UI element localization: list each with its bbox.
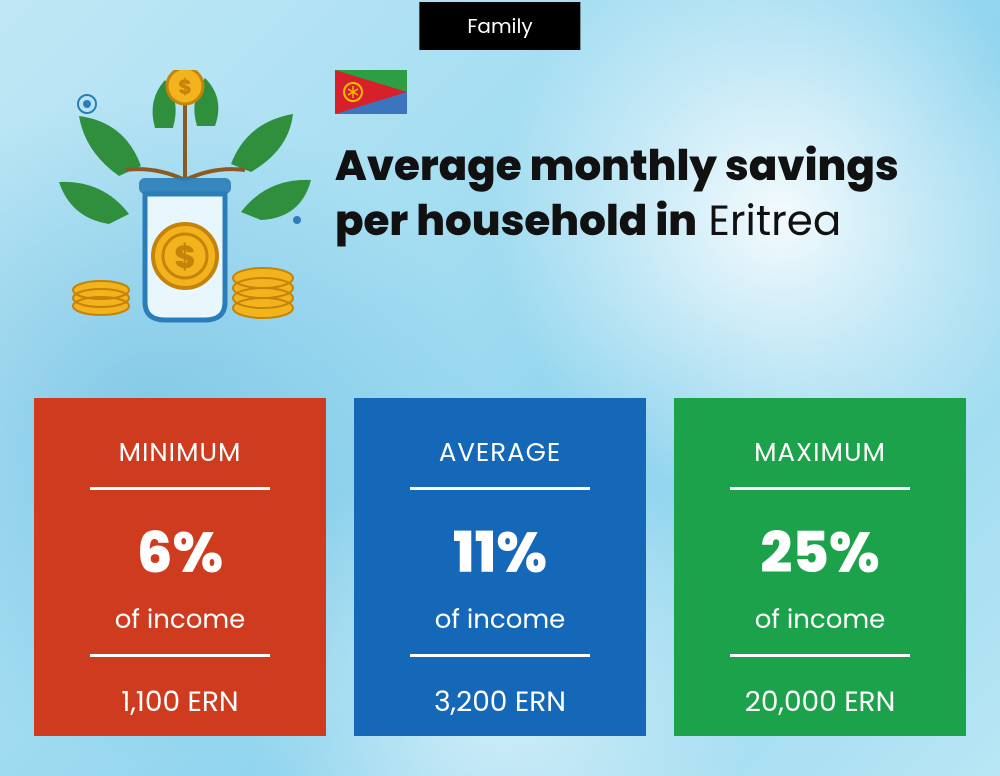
svg-text:$: $ (174, 235, 195, 280)
card-amount: 1,100 ERN (64, 681, 296, 723)
divider (410, 487, 590, 490)
card-maximum: MAXIMUM 25% of income 20,000 ERN (674, 398, 966, 736)
page-title: Average monthly savings per household in… (335, 139, 960, 248)
card-sub: of income (384, 601, 616, 640)
divider (90, 487, 270, 490)
title-country: Eritrea (708, 191, 841, 250)
category-tag: Family (419, 2, 580, 50)
card-amount: 20,000 ERN (704, 681, 936, 723)
card-percent: 6% (64, 510, 296, 595)
card-amount: 3,200 ERN (384, 681, 616, 723)
card-minimum: MINIMUM 6% of income 1,100 ERN (34, 398, 326, 736)
divider (730, 654, 910, 657)
card-label: MINIMUM (64, 434, 296, 473)
title-block: Average monthly savings per household in… (335, 70, 960, 248)
card-sub: of income (704, 601, 936, 640)
card-percent: 11% (384, 510, 616, 595)
card-sub: of income (64, 601, 296, 640)
flag-icon (335, 70, 407, 114)
card-label: MAXIMUM (704, 434, 936, 473)
card-percent: 25% (704, 510, 936, 595)
divider (730, 487, 910, 490)
card-average: AVERAGE 11% of income 3,200 ERN (354, 398, 646, 736)
savings-illustration: $ $ (55, 70, 315, 330)
divider (90, 654, 270, 657)
stats-cards: MINIMUM 6% of income 1,100 ERN AVERAGE 1… (34, 398, 966, 736)
jar-icon: $ (139, 178, 231, 320)
divider (410, 654, 590, 657)
svg-text:$: $ (178, 73, 191, 101)
category-text: Family (467, 12, 532, 40)
card-label: AVERAGE (384, 434, 616, 473)
